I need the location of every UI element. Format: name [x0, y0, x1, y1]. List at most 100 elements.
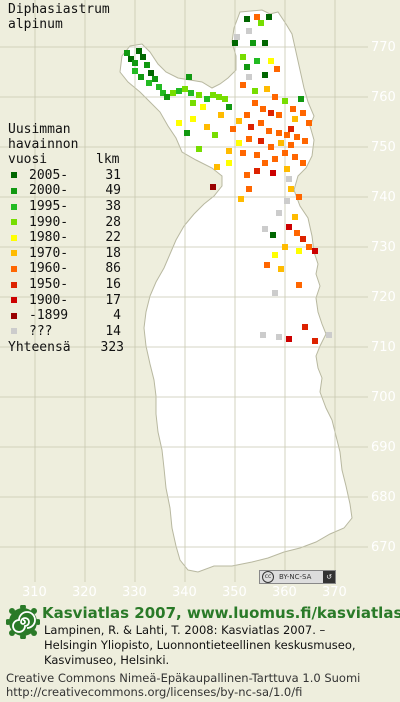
observation-square: [234, 34, 240, 40]
license-text: Creative Commons Nimeä-Epäkaupallinen-Ta…: [6, 671, 360, 699]
atlas-title[interactable]: Kasviatlas 2007, www.luomus.fi/kasviatla…: [42, 604, 400, 622]
observation-square: [226, 148, 232, 154]
x-axis-label: 360: [272, 585, 297, 600]
observation-square: [326, 332, 332, 338]
observation-square: [272, 290, 278, 296]
license-line-1: Creative Commons Nimeä-Epäkaupallinen-Ta…: [6, 671, 361, 685]
cc-terms: BY-NC-SA: [279, 573, 312, 581]
observation-square: [302, 138, 308, 144]
observation-square: [276, 112, 282, 118]
legend-item-count: 31: [105, 167, 121, 183]
legend-swatch: [11, 234, 17, 241]
license-line-2[interactable]: http://creativecommons.org/licenses/by-n…: [6, 685, 303, 699]
observation-square: [246, 186, 252, 192]
observation-square: [276, 334, 282, 340]
observation-square: [144, 62, 150, 68]
legend-item: 2000- 49: [8, 183, 124, 199]
observation-square: [284, 198, 290, 204]
observation-square: [258, 20, 264, 26]
x-axis-label: 330: [122, 585, 147, 600]
observation-square: [294, 230, 300, 236]
observation-square: [190, 100, 196, 106]
observation-square: [226, 160, 232, 166]
observation-square: [244, 16, 250, 22]
cc-icon: cc: [262, 571, 274, 583]
observation-square: [312, 338, 318, 344]
observation-square: [254, 152, 260, 158]
legend-item-label: 1960-: [29, 261, 69, 277]
legend-total-label: Yhteensä: [8, 340, 71, 356]
observation-square: [214, 164, 220, 170]
y-axis-label: 710: [371, 340, 396, 355]
observation-square: [300, 160, 306, 166]
legend-item: 1995- 38: [8, 199, 124, 215]
legend-swatch: [11, 203, 17, 210]
observation-square: [260, 106, 266, 112]
observation-square: [156, 84, 162, 90]
observation-square: [244, 112, 250, 118]
legend-item-count: 28: [105, 214, 121, 230]
legend-item: 1960- 86: [8, 261, 124, 277]
legend-item: 1990- 28: [8, 214, 124, 230]
legend-item-count: 4: [113, 308, 121, 324]
observation-square: [258, 138, 264, 144]
observation-square: [140, 54, 146, 60]
observation-square: [246, 74, 252, 80]
observation-square: [204, 96, 210, 102]
legend-swatch: [11, 297, 17, 304]
legend-swatch: [11, 219, 17, 226]
observation-square: [132, 60, 138, 66]
x-axis-label: 320: [72, 585, 97, 600]
observation-square: [292, 116, 298, 122]
observation-square: [276, 130, 282, 136]
observation-square: [296, 282, 302, 288]
legend-header-3: vuosi lkm: [8, 152, 124, 168]
legend-total-count: 323: [100, 340, 124, 356]
cc-license-badge[interactable]: cc BY-NC-SA ↺: [259, 570, 336, 584]
observation-square: [252, 88, 258, 94]
legend-swatch: [11, 265, 17, 272]
observation-square: [258, 120, 264, 126]
observation-square: [270, 232, 276, 238]
observation-square: [170, 90, 176, 96]
grid: [0, 0, 368, 582]
legend-swatch: [11, 281, 17, 288]
x-axis-label: 340: [172, 585, 197, 600]
observation-square: [286, 336, 292, 342]
legend-item-label: 1980-: [29, 230, 69, 246]
legend-item-count: 18: [105, 245, 121, 261]
y-axis-label: 770: [371, 40, 396, 55]
observation-square: [276, 210, 282, 216]
legend-total: Yhteensä 323: [8, 340, 124, 356]
observation-square: [128, 56, 134, 62]
observation-square: [176, 88, 182, 94]
observation-square: [282, 150, 288, 156]
legend-item-label: -1899: [29, 308, 69, 324]
observation-square: [284, 166, 290, 172]
observation-square: [272, 94, 278, 100]
observation-square: [302, 324, 308, 330]
observation-square: [160, 90, 166, 96]
legend-item-count: 49: [105, 183, 121, 199]
legend-item-count: 86: [105, 261, 121, 277]
observation-square: [136, 48, 142, 54]
y-axis-label: 720: [371, 290, 396, 305]
species-name: Diphasiastrum alpinum: [8, 2, 110, 32]
y-axis-label: 680: [371, 490, 396, 505]
observation-square: [240, 82, 246, 88]
observation-square: [230, 126, 236, 132]
observation-square: [272, 252, 278, 258]
observation-square: [164, 94, 170, 100]
observation-square: [182, 86, 188, 92]
legend-item: 1900- 17: [8, 292, 124, 308]
observation-square: [288, 126, 294, 132]
citation-line-2: Helsingin Yliopisto, Luonnontieteellinen…: [44, 638, 356, 652]
observation-square: [146, 80, 152, 86]
observation-square: [240, 54, 246, 60]
x-axis-label: 370: [322, 585, 347, 600]
observation-squares: [124, 14, 332, 344]
citation-line-3: Kasvimuseo, Helsinki.: [44, 653, 170, 667]
observation-square: [264, 262, 270, 268]
citation-line-1: Lampinen, R. & Lahti, T. 2008: Kasviatla…: [44, 623, 326, 637]
observation-square: [226, 104, 232, 110]
